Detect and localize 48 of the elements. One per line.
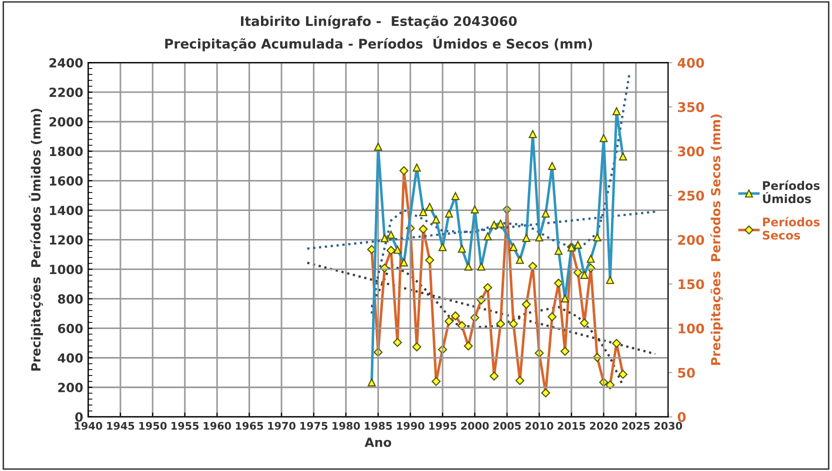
x-axis-title: Ano — [364, 438, 392, 448]
x-tick-label: 2020 — [590, 422, 618, 430]
x-tick-label: 1985 — [364, 422, 392, 430]
y2-tick-label: 250 — [678, 190, 704, 201]
y-axis-title: Precipitações Períodos Úmidos (mm) — [28, 108, 43, 371]
y2-tick-label: 0 — [678, 412, 686, 422]
x-tick-label: 1965 — [236, 422, 264, 430]
y-tick-label: 600 — [58, 324, 83, 334]
x-tick-label: 1955 — [172, 422, 199, 430]
y-tick-label: 1200 — [50, 235, 83, 245]
y2-tick-label: 300 — [678, 146, 704, 156]
x-tick-label: 2030 — [654, 422, 682, 430]
x-tick-label: 1970 — [268, 422, 296, 430]
y2-tick-label: 400 — [678, 58, 704, 68]
legend-label: Períodos Secos — [762, 216, 820, 240]
y-tick-label: 800 — [58, 294, 83, 304]
y-tick-label: 1400 — [50, 206, 83, 216]
y-tick-label: 400 — [58, 353, 83, 363]
y2-axis-title: Precipitações Períodos Secos (mm) — [710, 114, 723, 365]
y-tick-label: 2000 — [50, 117, 83, 127]
x-tick-label: 2015 — [558, 422, 586, 430]
legend-label: Períodos Úmidos — [763, 180, 820, 204]
y-tick-label: 1000 — [50, 264, 83, 274]
y2-tick-label: 350 — [678, 102, 704, 112]
chart-title: Itabirito Linígrafo - Estação 2043060 — [240, 15, 517, 29]
y2-tick-label: 150 — [678, 279, 704, 290]
y2-tick-label: 100 — [678, 324, 704, 334]
x-tick-label: 1950 — [139, 422, 167, 430]
y-tick-label: 0 — [75, 412, 83, 422]
x-tick-label: 1940 — [74, 422, 102, 430]
x-tick-label: 1960 — [204, 422, 232, 430]
y-tick-label: 1600 — [50, 176, 83, 186]
x-tick-label: 1990 — [397, 422, 424, 430]
y-tick-label: 2200 — [50, 88, 83, 98]
y-tick-label: 200 — [58, 382, 83, 392]
chart-subtitle: Precipitação Acumulada - Períodos Úmidos e Secos (mm) — [165, 36, 592, 52]
y-tick-label: 1800 — [50, 146, 83, 156]
x-tick-label: 1995 — [429, 422, 456, 430]
x-tick-label: 2025 — [622, 422, 650, 430]
x-tick-label: 2005 — [493, 422, 521, 430]
x-tick-label: 1975 — [300, 422, 328, 430]
x-tick-label: 2000 — [461, 422, 489, 430]
x-tick-label: 1980 — [332, 422, 360, 430]
x-tick-label: 2010 — [526, 422, 554, 430]
y2-tick-label: 200 — [678, 234, 704, 245]
x-tick-label: 1945 — [107, 422, 134, 430]
y-tick-label: 2400 — [50, 58, 83, 68]
y2-tick-label: 50 — [678, 368, 695, 378]
